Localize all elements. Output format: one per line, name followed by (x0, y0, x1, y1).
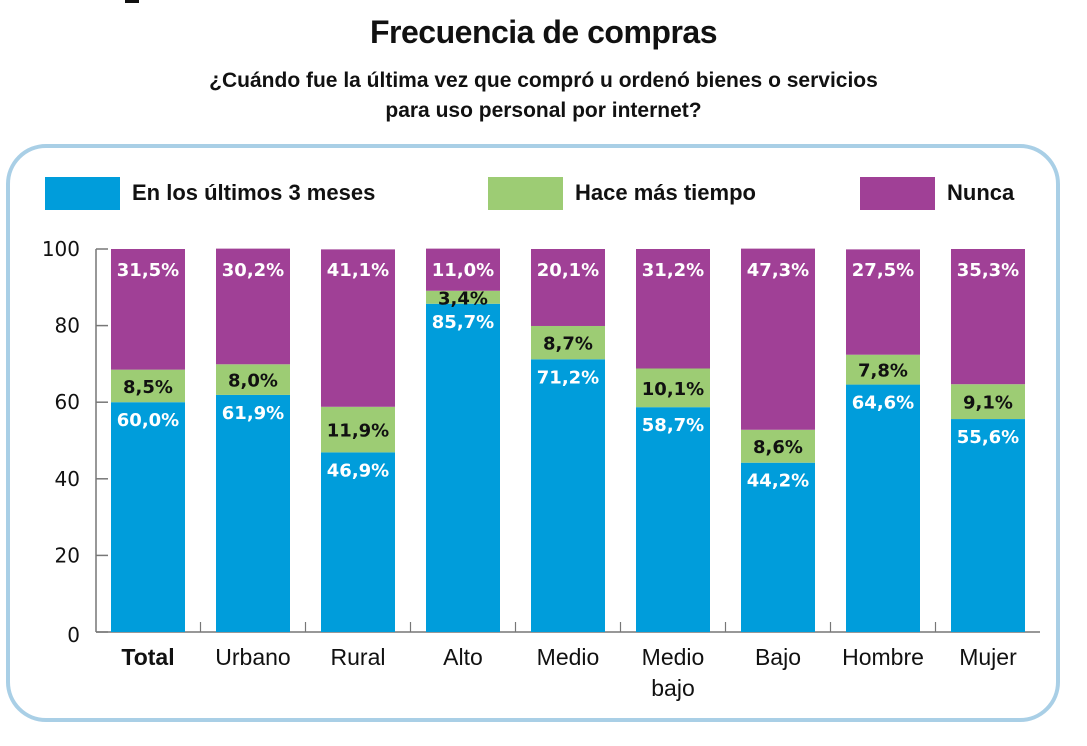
bar-value-label-never: 31,2% (642, 260, 704, 281)
bar-value-label-never: 27,5% (852, 260, 914, 281)
x-category-label: Hombre (842, 644, 924, 670)
bar-never (846, 249, 920, 355)
bar-older (636, 368, 710, 408)
legend-label-recent: En los últimos 3 meses (132, 180, 376, 205)
y-tick-label: 0 (67, 623, 80, 647)
bar-value-label-older: 11,9% (327, 421, 389, 442)
bar-older (531, 325, 605, 360)
y-tick-label: 60 (55, 390, 80, 414)
x-category-label: Mujer (959, 644, 1017, 670)
x-category-label: bajo (651, 675, 694, 701)
bar-recent (741, 462, 815, 632)
x-category-label: Medio (537, 644, 600, 670)
bar-older (216, 364, 290, 395)
legend-swatch-recent (45, 176, 120, 210)
bar-value-label-never: 41,1% (327, 260, 389, 281)
bar-value-label-recent: 55,6% (957, 427, 1019, 448)
bar-older (321, 406, 395, 453)
subtitle-line-2: para uso personal por internet? (385, 99, 702, 122)
legend-swatch-older (488, 176, 563, 210)
x-category-label: Alto (443, 644, 483, 670)
bar-value-label-older: 9,1% (963, 393, 1013, 414)
bar-value-label-never: 31,5% (117, 260, 179, 281)
bar-value-label-never: 30,2% (222, 260, 284, 281)
bar-older (741, 429, 815, 463)
bar-value-label-older: 8,6% (753, 437, 803, 458)
legend-item-recent: En los últimos 3 meses (45, 176, 375, 210)
bar-value-label-recent: 85,7% (432, 312, 494, 333)
legend-swatch-never (860, 176, 935, 210)
x-category-label: Rural (331, 644, 386, 670)
bar-value-label-older: 8,7% (543, 334, 593, 355)
bar-never (951, 249, 1025, 385)
bar-older (426, 290, 500, 304)
bar-never (321, 249, 395, 407)
bar-value-label-recent: 46,9% (327, 460, 389, 481)
bar-never (531, 249, 605, 326)
bar-value-label-recent: 44,2% (747, 471, 809, 492)
x-category-label: Urbano (215, 644, 290, 670)
bar-recent (951, 419, 1025, 632)
bar-recent (111, 402, 185, 632)
bar-value-label-never: 20,1% (537, 260, 599, 281)
bar-never (636, 249, 710, 369)
bar-value-label-older: 10,1% (642, 379, 704, 400)
bar-value-label-recent: 71,2% (537, 367, 599, 388)
chart-title: Frecuencia de compras (370, 14, 717, 50)
bar-value-label-never: 47,3% (747, 260, 809, 281)
bar-value-label-never: 35,3% (957, 260, 1019, 281)
bar-older (846, 354, 920, 385)
bar-value-label-recent: 64,6% (852, 393, 914, 414)
y-tick-label: 40 (55, 467, 80, 491)
bar-value-label-older: 3,4% (438, 288, 488, 309)
bar-never (216, 248, 290, 365)
bar-recent (531, 359, 605, 632)
bar-recent (636, 407, 710, 632)
bar-older (111, 369, 185, 403)
legend-label-never: Nunca (947, 180, 1015, 205)
legend-item-older: Hace más tiempo (488, 176, 756, 210)
bar-recent (846, 384, 920, 632)
bar-never (111, 249, 185, 370)
bar-value-label-older: 8,5% (123, 377, 173, 398)
bar-value-label-recent: 61,9% (222, 403, 284, 424)
subtitle-line-1: ¿Cuándo fue la última vez que compró u o… (209, 69, 878, 92)
bar-value-label-older: 8,0% (228, 371, 278, 392)
corner-mark (125, 0, 139, 3)
bar-older (951, 384, 1025, 420)
y-tick-label: 20 (55, 543, 80, 567)
chart-subtitle: ¿Cuándo fue la última vez que compró u o… (0, 66, 1087, 126)
bar-value-label-never: 11,0% (432, 260, 494, 281)
chart-panel (6, 144, 1060, 722)
bar-value-label-older: 7,8% (858, 361, 908, 382)
bar-recent (216, 394, 290, 632)
bar-value-label-recent: 58,7% (642, 415, 704, 436)
x-category-label: Bajo (755, 644, 801, 670)
legend-item-never: Nunca (860, 176, 1014, 210)
bar-never (426, 248, 500, 291)
y-tick-label: 100 (42, 237, 80, 261)
bar-recent (426, 303, 500, 632)
x-category-label: Medio (642, 644, 705, 670)
x-category-label: Total (121, 644, 174, 670)
bar-value-label-recent: 60,0% (117, 410, 179, 431)
legend-label-older: Hace más tiempo (575, 180, 756, 205)
bar-recent (321, 452, 395, 632)
y-tick-label: 80 (55, 314, 80, 338)
bar-never (741, 248, 815, 430)
